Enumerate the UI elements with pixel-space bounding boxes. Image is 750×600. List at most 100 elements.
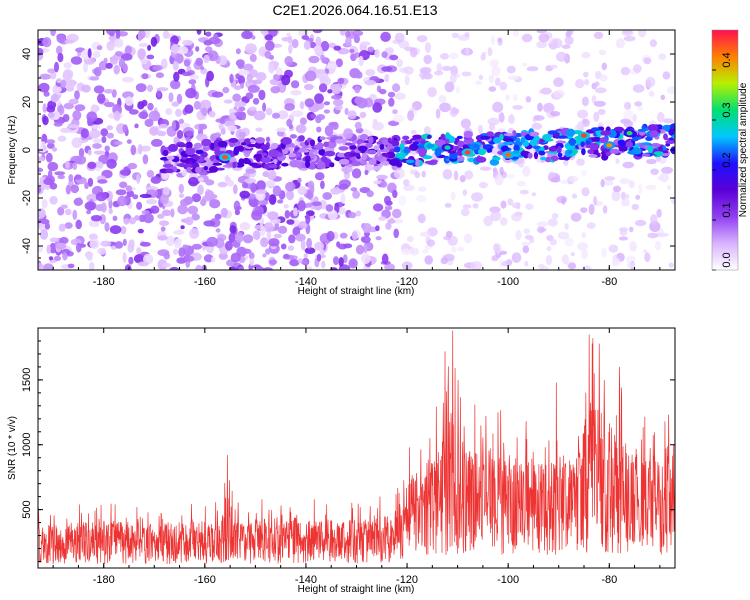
spectrogram-cell xyxy=(56,242,66,248)
spectrogram-band-cell xyxy=(186,166,192,173)
spectrogram-cell xyxy=(96,45,103,51)
spectrogram-cell xyxy=(622,161,635,169)
spectrogram-cell xyxy=(341,166,353,173)
spectrogram-cell xyxy=(513,30,519,37)
spectrogram-cell xyxy=(169,266,180,270)
spectrogram-cell xyxy=(392,109,398,115)
spectrogram-cell xyxy=(273,73,280,81)
spectrogram-cell xyxy=(551,213,559,219)
spectrogram-cell xyxy=(193,100,201,110)
spectrogram-cell xyxy=(197,184,204,196)
spectrogram-cell xyxy=(348,258,358,269)
spectrogram-cell xyxy=(273,233,282,239)
spectrogram-cell xyxy=(533,115,541,120)
spectrogram-axes: -180 -160 -140 -120 -100 -80 -40 -20 0 20 40 xyxy=(21,29,675,288)
spectrogram-cell xyxy=(173,248,178,255)
spectrogram-cell xyxy=(281,37,292,42)
spectrogram-cell xyxy=(277,110,289,120)
y-tick-label: 1000 xyxy=(21,433,33,457)
spectrogram-cell xyxy=(185,130,194,137)
spectrogram-band-cell xyxy=(434,147,442,154)
spectrogram-cell xyxy=(165,108,173,116)
spectrogram-band-cell xyxy=(550,155,559,162)
spectrogram-cell xyxy=(161,171,169,180)
spectrogram-cell xyxy=(415,195,427,203)
spectrogram-cell xyxy=(623,120,634,128)
spectrogram-cell xyxy=(266,230,272,241)
spectrogram-cell xyxy=(71,137,83,148)
spectrogram-cell xyxy=(205,31,212,37)
spectrogram-cell xyxy=(263,222,274,233)
spectrogram-cell xyxy=(511,202,521,209)
spectrogram-cell xyxy=(249,258,255,266)
spectrogram-cell xyxy=(604,119,616,127)
spectrogram-cell xyxy=(235,232,244,243)
spectrogram-cell xyxy=(350,187,358,192)
spectrogram-band-cell xyxy=(502,141,514,145)
spectrogram-cell xyxy=(647,232,659,239)
spectrogram-band-cell xyxy=(288,152,297,158)
spectrogram-band-cell xyxy=(260,144,270,151)
spectrogram-cell xyxy=(188,176,199,187)
spectrogram-cell xyxy=(411,106,416,113)
spectrogram-cell xyxy=(50,71,57,80)
spectrogram-cell xyxy=(89,238,100,250)
spectrogram-cell xyxy=(57,135,67,142)
spectrogram-cell xyxy=(343,254,348,264)
spectrogram-cell xyxy=(264,34,273,41)
spectrogram-cell xyxy=(608,244,619,253)
spectrogram-cell xyxy=(251,210,263,221)
spectrogram-cell xyxy=(43,178,54,186)
spectrogram-cell xyxy=(38,246,44,253)
spectrogram-band-cell xyxy=(540,157,547,161)
spectrogram-band-cell xyxy=(255,137,266,144)
spectrogram-cell xyxy=(81,84,91,93)
spectrogram-cell xyxy=(581,232,587,239)
spectrogram-cell xyxy=(268,63,275,74)
spectrogram-cell xyxy=(124,264,132,270)
spectrogram-cell xyxy=(237,75,246,85)
spectrogram-cell xyxy=(427,87,437,98)
spectrogram-cell xyxy=(201,107,208,117)
spectrogram-cell xyxy=(104,222,110,232)
spectrogram-cell xyxy=(499,217,508,226)
spectrogram-cell xyxy=(364,79,377,86)
spectrogram-cell xyxy=(117,195,127,207)
spectrogram-cell xyxy=(199,99,212,110)
spectrogram-cell xyxy=(177,204,188,215)
spectrogram-cell xyxy=(242,234,254,244)
spectrogram-cell xyxy=(451,108,460,115)
spectrogram-cell xyxy=(195,57,204,66)
spectrogram-cell xyxy=(593,111,600,122)
spectrogram-cell xyxy=(536,30,547,34)
spectrogram-cell xyxy=(256,266,265,270)
spectrogram-cell xyxy=(623,110,634,120)
spectrogram-cell xyxy=(260,237,269,248)
spectrogram-cell xyxy=(103,89,114,94)
spectrogram-cell xyxy=(277,199,284,204)
spectrogram-cell xyxy=(628,180,635,189)
spectrogram-cell xyxy=(315,36,322,47)
spectrogram-band-cell xyxy=(176,143,188,148)
spectrogram-cell xyxy=(54,171,66,176)
spectrogram-cell xyxy=(93,150,106,155)
spectrogram-cell xyxy=(524,260,529,267)
spectrogram-cell xyxy=(178,118,184,125)
spectrogram-cell xyxy=(500,200,507,209)
spectrogram-cell xyxy=(238,69,250,76)
spectrogram-band-cell xyxy=(625,141,633,148)
spectrogram-cell xyxy=(631,203,639,211)
spectrogram-cell xyxy=(487,47,493,57)
spectrogram-band-cell xyxy=(663,133,668,141)
spectrogram-band-cell xyxy=(382,161,390,166)
spectrogram-cell xyxy=(330,83,342,95)
spectrogram-cell xyxy=(184,255,195,262)
spectrogram-cell xyxy=(456,247,465,252)
spectrogram-cell xyxy=(241,182,249,189)
spectrogram-cell xyxy=(297,258,303,264)
spectrogram-cell xyxy=(316,253,322,262)
spectrogram-cell xyxy=(423,54,433,65)
spectrogram-cell xyxy=(634,101,643,107)
spectrogram-cell xyxy=(347,110,357,120)
spectrogram-band-cell xyxy=(344,142,353,146)
